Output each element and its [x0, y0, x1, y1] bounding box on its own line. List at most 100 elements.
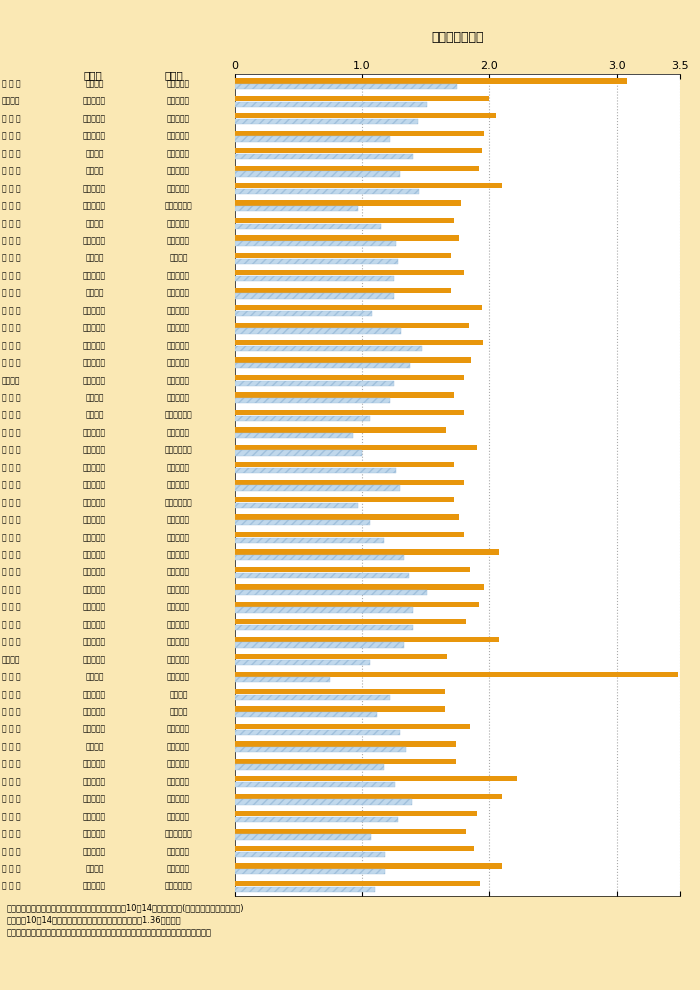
Bar	[234, 485, 400, 491]
Bar	[234, 148, 482, 153]
Text: 香 川 県: 香 川 県	[2, 253, 21, 262]
Text: 広島市中区: 広島市中区	[167, 306, 190, 315]
Text: 中　田　町: 中 田 町	[83, 830, 106, 839]
Bar	[234, 677, 330, 682]
Bar	[234, 799, 412, 805]
Text: 茨 城 県: 茨 城 県	[2, 759, 21, 768]
Bar	[234, 293, 393, 299]
Bar	[234, 311, 372, 316]
Text: 渋　谷　区: 渋 谷 区	[167, 672, 190, 681]
Text: 兵 庫 県: 兵 庫 県	[2, 411, 21, 420]
Text: 岩 手 県: 岩 手 県	[2, 847, 21, 856]
Bar	[234, 468, 396, 473]
Text: 平　群　町: 平 群 町	[167, 393, 190, 402]
Bar	[234, 572, 409, 578]
Bar	[234, 863, 502, 868]
Text: 注：平成10～14年の平均の合計特殊出生率・全国値は、1.36である。: 注：平成10～14年の平均の合計特殊出生率・全国値は、1.36である。	[7, 916, 181, 925]
Text: 千 葉 県: 千 葉 県	[2, 690, 21, 699]
Bar	[234, 102, 427, 107]
Bar	[234, 515, 458, 520]
Text: 鴨　方　町: 鴨 方 町	[167, 324, 190, 333]
Text: 宮 崎 県: 宮 崎 県	[2, 114, 21, 123]
Text: 七　山　村: 七 山 村	[83, 184, 106, 193]
Text: 千　厩　町: 千 厩 町	[83, 847, 106, 856]
Bar	[234, 869, 385, 874]
Text: 霊　山　町: 霊 山 町	[167, 777, 190, 786]
Text: 合計特殊出生率: 合計特殊出生率	[431, 31, 484, 45]
Bar	[234, 730, 400, 735]
Bar	[234, 712, 377, 718]
Text: 福 井 県: 福 井 県	[2, 585, 21, 594]
Text: 栗　東　市: 栗 東 市	[83, 463, 106, 472]
Text: 藤　岡　町: 藤 岡 町	[167, 742, 190, 751]
Bar	[234, 742, 456, 746]
Text: 八　尾　町: 八 尾 町	[83, 620, 106, 630]
Text: 富　来　町: 富 来 町	[83, 603, 106, 612]
Bar	[234, 567, 470, 572]
Bar	[234, 590, 427, 595]
Text: 佐 賀 県: 佐 賀 県	[2, 184, 21, 193]
Bar	[234, 218, 454, 223]
Text: 愛 媛 県: 愛 媛 県	[2, 237, 21, 246]
Text: 利　根　町: 利 根 町	[167, 759, 190, 768]
Bar	[234, 137, 390, 142]
Text: 神津島村: 神津島村	[85, 672, 104, 681]
Bar	[234, 276, 393, 281]
Bar	[234, 165, 479, 171]
Text: 作　手　村: 作 手 村	[83, 498, 106, 507]
Bar	[234, 851, 385, 857]
Text: 多良間村: 多良間村	[85, 79, 104, 88]
Text: 春　野　町: 春 野 町	[167, 219, 190, 228]
Text: 神　栖　町: 神 栖 町	[83, 759, 106, 768]
Bar	[234, 153, 413, 159]
Text: 熊 本 県: 熊 本 県	[2, 149, 21, 158]
Bar	[234, 817, 398, 822]
Text: 愛 知 県: 愛 知 県	[2, 498, 21, 507]
Text: 神戸市中央区: 神戸市中央区	[164, 411, 193, 420]
Text: 美　山　村: 美 山 村	[83, 376, 106, 385]
Text: 北　橘　村: 北 橘 村	[167, 725, 190, 734]
Bar	[234, 602, 479, 607]
Text: 栃 木 県: 栃 木 県	[2, 742, 21, 751]
Bar	[234, 549, 500, 554]
Text: 富 山 県: 富 山 県	[2, 620, 21, 630]
Bar	[234, 654, 447, 659]
Bar	[234, 206, 358, 212]
Text: なお、表記の市町村名は、市町村合併により、現在とは名称が異なることがありうる。: なお、表記の市町村名は、市町村合併により、現在とは名称が異なることがありうる。	[7, 929, 212, 938]
Text: 松　岡　町: 松 岡 町	[167, 585, 190, 594]
Text: 別　府　市: 別 府 市	[167, 132, 190, 141]
Text: 新 潟 県: 新 潟 県	[2, 638, 21, 646]
Bar	[234, 410, 464, 415]
Text: 笠　原　町: 笠 原 町	[167, 533, 190, 542]
Bar	[234, 189, 419, 194]
Text: 三　崎　町: 三 崎 町	[83, 237, 106, 246]
Text: 鳥　海　町: 鳥 海 町	[83, 812, 106, 821]
Text: 秋 田 県: 秋 田 県	[2, 812, 21, 821]
Bar	[234, 758, 456, 764]
Text: 十津川村: 十津川村	[85, 393, 104, 402]
Bar	[234, 835, 371, 840]
Text: 仙台市青葉区: 仙台市青葉区	[164, 830, 193, 839]
Bar	[234, 782, 395, 787]
Text: 弥　栄　町: 弥 栄 町	[83, 446, 106, 454]
Text: 最高値: 最高値	[83, 70, 102, 80]
Bar	[234, 625, 413, 631]
Text: 酒々井町: 酒々井町	[169, 690, 188, 699]
Text: 岐 阜 県: 岐 阜 県	[2, 533, 21, 542]
Text: 下　條　村: 下 條 村	[83, 550, 106, 559]
Bar	[234, 428, 446, 433]
Text: 長 野 県: 長 野 県	[2, 550, 21, 559]
Text: 北　条　市: 北 条 市	[167, 237, 190, 246]
Bar	[234, 381, 393, 386]
Text: 鎌　倉　市: 鎌 倉 市	[167, 655, 190, 664]
Text: 東　伯　町: 東 伯 町	[83, 358, 106, 367]
Text: 山 口 県: 山 口 県	[2, 289, 21, 298]
Text: 豊　浦　町: 豊 浦 町	[167, 289, 190, 298]
Text: 新南陽市: 新南陽市	[85, 289, 104, 298]
Bar	[234, 357, 472, 362]
Text: 六ヶ所村: 六ヶ所村	[85, 864, 104, 873]
Text: 忍　野　村: 忍 野 村	[83, 568, 106, 577]
Text: 佐　敷　町: 佐 敷 町	[167, 79, 190, 88]
Bar	[234, 236, 458, 241]
Text: 沖 縄 県: 沖 縄 県	[2, 79, 21, 88]
